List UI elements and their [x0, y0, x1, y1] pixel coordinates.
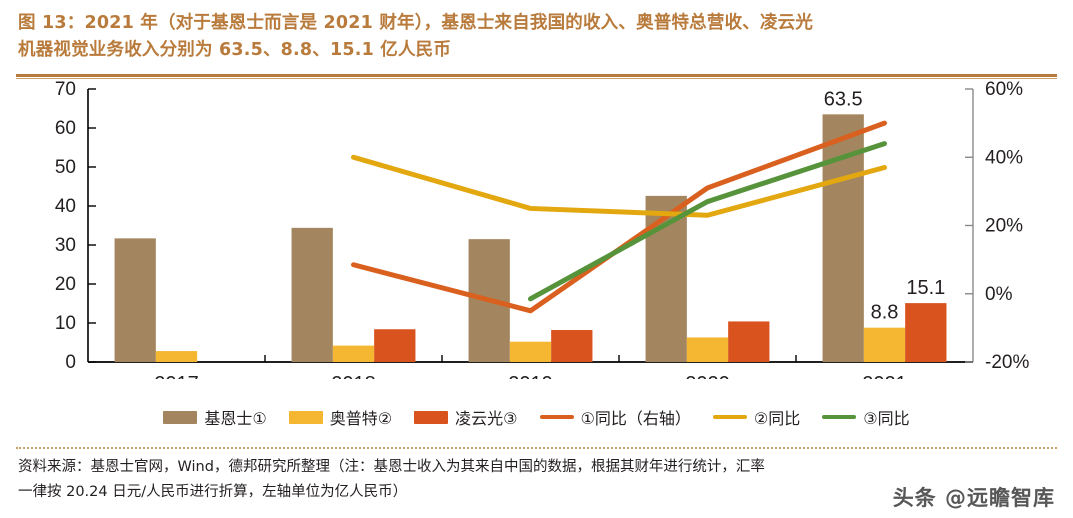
- figure-title: 图 13：2021 年（对于基恩士而言是 2021 财年），基恩士来自我国的收入…: [0, 0, 1073, 68]
- x-axis-category-label: 2017: [154, 373, 199, 379]
- legend-bar-swatch-icon: [414, 410, 449, 424]
- y-axis-right-tick-label: 0%: [985, 284, 1013, 305]
- x-axis-category-label: 2018: [331, 373, 376, 379]
- chart-legend: 基恩士① 奥普特② 凌云光③ ①同比（右轴） ②同比 ③同比: [0, 405, 1073, 429]
- legend-item-label: ③同比: [863, 409, 910, 428]
- bar-1-2018: [291, 228, 333, 363]
- y-axis-right-tick-label: 60%: [985, 79, 1023, 100]
- combo-chart: 0 10 20 30 40 50 60 70 -20% 0% 20% 40% 60% 2017 2018 20…: [55, 79, 1030, 379]
- line-series: [351, 120, 887, 314]
- source-line1: 资料来源：基恩士官网，Wind，德邦研究所整理（注：基恩士收入为其来自中国的数据…: [18, 459, 765, 475]
- legend-bar-swatch-icon: [288, 410, 323, 424]
- bar-2-2020: [686, 337, 729, 363]
- legend-line-swatch-icon: [822, 415, 857, 419]
- legend-item[interactable]: ①同比（右轴）: [539, 405, 691, 429]
- figure-title-line1: 图 13：2021 年（对于基恩士而言是 2021 财年），基恩士来自我国的收入…: [18, 13, 814, 33]
- bar-2-2018: [332, 345, 375, 363]
- legend-line-swatch-icon: [712, 415, 747, 419]
- bar-3-2018: [374, 329, 416, 363]
- bar-3-2021: [905, 303, 947, 363]
- bar-value-label: 15.1: [906, 277, 945, 299]
- source-note: 资料来源：基恩士官网，Wind，德邦研究所整理（注：基恩士收入为其来自中国的数据…: [18, 455, 1018, 506]
- bar-3-2019: [551, 330, 593, 363]
- figure-title-line2: 机器视觉业务收入分别为 63.5、8.8、15.1 亿人民币: [18, 40, 452, 61]
- watermark-label: 头条 @远瞻智库: [892, 486, 1055, 510]
- legend-item[interactable]: ②同比: [712, 405, 801, 429]
- y-axis-right-tick-label: 40%: [985, 148, 1023, 169]
- y-axis-left-tick-label: 70: [55, 79, 76, 100]
- bar-1-2017: [114, 238, 156, 363]
- bar-value-label: 63.5: [824, 89, 863, 111]
- legend-line-swatch-icon: [539, 415, 574, 419]
- bar-3-2020: [728, 321, 770, 363]
- y-axis-left-tick-label: 60: [55, 118, 76, 139]
- title-divider-thin: [16, 78, 1057, 80]
- y-axis-left-tick-label: 40: [55, 196, 76, 217]
- legend-item-label: ①同比（右轴）: [580, 409, 691, 428]
- legend-item[interactable]: 凌云光③: [414, 405, 518, 429]
- y-axis-left-tick-label: 50: [55, 157, 76, 178]
- chart-plot-area: 0 10 20 30 40 50 60 70 -20% 0% 20% 40% 60% 2017 2018 20…: [0, 79, 1073, 379]
- line-series: [528, 141, 887, 302]
- legend-item-label: 凌云光③: [455, 409, 518, 428]
- bar-2-2021: [863, 327, 906, 363]
- y-axis-left-tick-label: 30: [55, 235, 76, 256]
- footer-divider: [16, 447, 1057, 449]
- y-axis-right-tick-label: 20%: [985, 216, 1023, 237]
- y-axis-left-tick-label: 10: [55, 313, 76, 334]
- x-axis-category-label: 2019: [508, 373, 553, 379]
- bar-2-2019: [509, 341, 552, 363]
- legend-item-label: ②同比: [753, 409, 801, 428]
- y-axis-left-tick-label: 20: [55, 274, 76, 295]
- legend-bar-swatch-icon: [163, 410, 198, 424]
- x-axis-category-label: 2020: [685, 373, 730, 379]
- y-axis-right-tick-label: -20%: [985, 352, 1029, 373]
- legend-item[interactable]: 基恩士①: [163, 405, 267, 429]
- legend-item[interactable]: 奥普特②: [288, 405, 393, 429]
- legend-item[interactable]: ③同比: [822, 405, 910, 429]
- legend-item-label: 奥普特②: [329, 409, 393, 428]
- source-line2: 一律按 20.24 日元/人民币进行折算，左轴单位为亿人民币）: [18, 484, 408, 501]
- bar-value-label: 8.8: [871, 302, 899, 324]
- title-divider: [16, 74, 1057, 78]
- line-series: [351, 155, 887, 219]
- x-axis-category-label: 2021: [862, 373, 907, 379]
- y-axis-left-tick-label: 0: [65, 352, 76, 373]
- bar-1-2020: [645, 196, 687, 363]
- bar-2-2017: [155, 351, 198, 363]
- legend-item-label: 基恩士①: [204, 409, 267, 428]
